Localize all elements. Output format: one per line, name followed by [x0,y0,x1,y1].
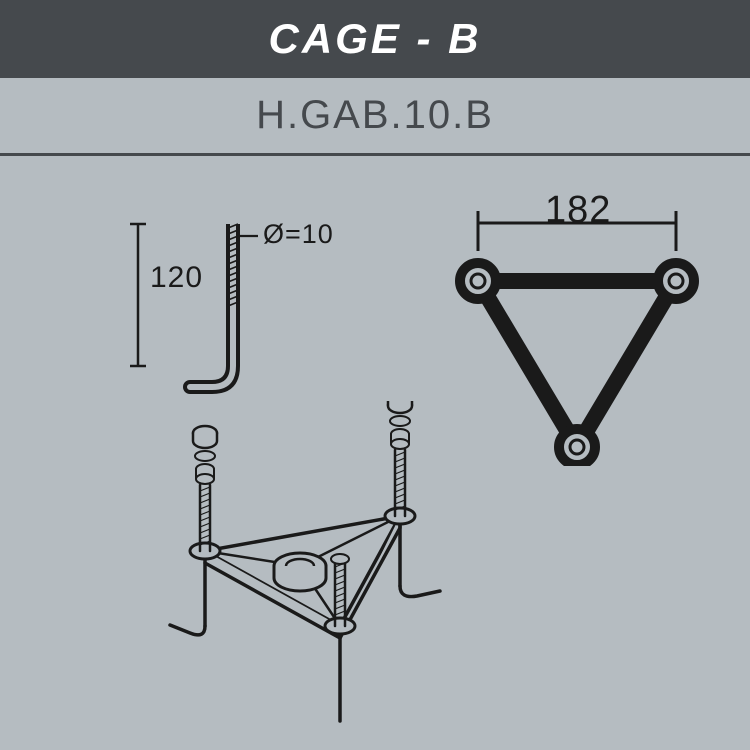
diagram-canvas: 120 Ø=10 182 [0,156,750,750]
header-sub-bar: H.GAB.10.B [0,78,750,156]
header-dark-bar: CAGE - B [0,0,750,78]
top-view-width-label: 182 [545,189,611,232]
bolt-height-label: 120 [150,261,203,295]
bolt-diameter-label: Ø=10 [263,219,334,250]
product-code: H.GAB.10.B [256,93,494,138]
isometric-assembly [150,401,490,731]
product-title: CAGE - B [269,15,482,63]
